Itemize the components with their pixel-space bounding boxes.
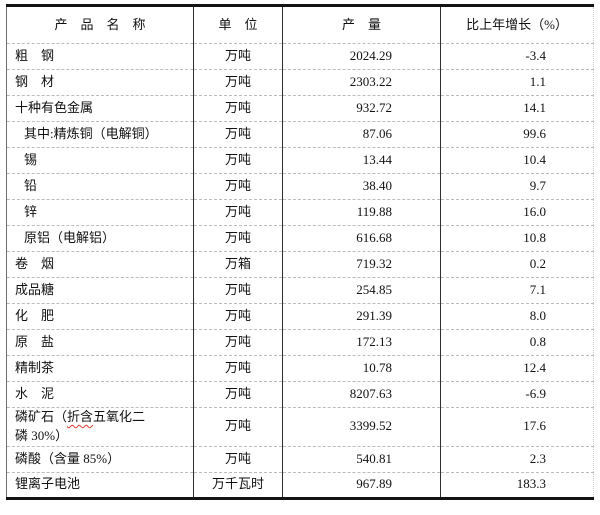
table-row: 十种有色金属 万吨 932.72 14.1 [6, 95, 594, 122]
unit-cell: 万吨 [193, 407, 283, 447]
growth-value-cell: 16.0 [440, 199, 594, 226]
output-value-cell: 10.78 [282, 355, 441, 382]
growth-value-cell: 2.3 [440, 446, 594, 473]
table-row: 锂离子电池 万千瓦时 967.89 183.3 [6, 472, 594, 499]
table-row: 化 肥 万吨 291.39 8.0 [6, 303, 594, 330]
unit-cell: 万吨 [193, 381, 283, 408]
output-value-cell: 967.89 [282, 472, 441, 499]
growth-value-cell: 7.1 [440, 277, 594, 304]
product-name-cell: 原 盐 [6, 329, 194, 356]
product-name-cell: 钢 材 [6, 69, 194, 96]
unit-cell: 万吨 [193, 95, 283, 122]
product-name-cell: 卷 烟 [6, 251, 194, 278]
growth-value-cell: 183.3 [516, 476, 546, 492]
table-row: 粗 钢 万吨 2024.29 -3.4 [6, 43, 594, 70]
unit-cell: 万吨 [193, 199, 283, 226]
unit-cell: 万吨 [193, 446, 283, 473]
product-name-cell: 原铝（电解铝） [6, 225, 194, 252]
unit-cell: 万箱 [193, 251, 283, 278]
output-value-cell: 254.85 [282, 277, 441, 304]
unit-cell: 万千瓦时 [193, 472, 283, 499]
growth-value-cell: -3.4 [440, 43, 594, 70]
table-row: 精制茶 万吨 10.78 12.4 [6, 355, 594, 382]
output-value-cell: 719.32 [282, 251, 441, 278]
growth-value-cell: 1.1 [440, 69, 594, 96]
output-value-cell: 38.40 [282, 173, 441, 200]
growth-value-cell: 0.8 [440, 329, 594, 356]
unit-cell: 万吨 [193, 121, 283, 148]
table-row: 钢 材 万吨 2303.22 1.1 [6, 69, 594, 96]
output-value-cell: 3399.52 [282, 407, 441, 447]
growth-value-cell: 9.7 [440, 173, 594, 200]
output-value-cell: 2024.29 [282, 43, 441, 70]
growth-value-cell: 10.8 [440, 225, 594, 252]
growth-value-cell: 17.6 [440, 407, 594, 447]
product-name-cell: 其中:精炼铜（电解铜） [6, 121, 194, 148]
table-row: 铅 万吨 38.40 9.7 [6, 173, 594, 200]
table-row: 磷矿石（折含五氧化二 磷 30%） 万吨 3399.52 17.6 [6, 407, 594, 447]
product-name-cell: 十种有色金属 [6, 95, 194, 122]
output-value-cell: 13.44 [282, 147, 441, 174]
unit-cell: 万吨 [193, 329, 283, 356]
output-value-cell: 616.68 [282, 225, 441, 252]
column-header-growth: 比上年增长（%） [440, 5, 594, 44]
product-name-cell: 粗 钢 [6, 43, 194, 70]
product-name-cell: 水 泥 [6, 381, 194, 408]
unit-cell: 万吨 [193, 43, 283, 70]
unit-cell: 万吨 [193, 355, 283, 382]
table-row: 磷酸（含量 85%） 万吨 540.81 2.3 [6, 446, 594, 473]
growth-value-cell: 10.4 [440, 147, 594, 174]
growth-value-cell: 0.2 [440, 251, 594, 278]
table-row: 原铝（电解铝） 万吨 616.68 10.8 [6, 225, 594, 252]
table-header-row: 产 品 名 称 单 位 产 量 比上年增长（%） [6, 5, 594, 44]
output-value-cell: 291.39 [282, 303, 441, 330]
unit-cell: 万吨 [193, 69, 283, 96]
growth-value-cell: 99.6 [440, 121, 594, 148]
unit-cell: 万吨 [193, 173, 283, 200]
output-value-cell: 2303.22 [282, 69, 441, 96]
growth-value-cell: -6.9 [440, 381, 594, 408]
growth-value-cell: 12.4 [440, 355, 594, 382]
table-row: 卷 烟 万箱 719.32 0.2 [6, 251, 594, 278]
column-header-output: 产 量 [282, 5, 441, 44]
unit-cell: 万吨 [193, 225, 283, 252]
product-name-cell: 磷酸（含量 85%） [6, 446, 194, 473]
product-name-cell: 锡 [6, 147, 194, 174]
product-name-cell: 成品糖 [6, 277, 194, 304]
unit-cell: 万吨 [193, 147, 283, 174]
product-name-cell: 精制茶 [6, 355, 194, 382]
spellcheck-underline: 折含 [67, 409, 94, 424]
output-value-cell: 540.81 [282, 446, 441, 473]
unit-cell: 万吨 [193, 277, 283, 304]
table-row: 锌 万吨 119.88 16.0 [6, 199, 594, 226]
product-name-cell: 磷矿石（折含五氧化二 磷 30%） [6, 407, 194, 447]
column-header-unit: 单 位 [193, 5, 283, 44]
output-value-cell: 119.88 [282, 199, 441, 226]
output-value-cell: 8207.63 [282, 381, 441, 408]
table-row: 原 盐 万吨 172.13 0.8 [6, 329, 594, 356]
table-row: 成品糖 万吨 254.85 7.1 [6, 277, 594, 304]
table-body: 粗 钢 万吨 2024.29 -3.4 钢 材 万吨 2303.22 1.1 十… [6, 43, 594, 499]
product-name-cell: 化 肥 [6, 303, 194, 330]
growth-value-cell: 8.0 [440, 303, 594, 330]
table-row: 锡 万吨 13.44 10.4 [6, 147, 594, 174]
output-value-cell: 932.72 [282, 95, 441, 122]
product-name-cell: 锂离子电池 [6, 472, 194, 499]
product-name-cell: 锌 [6, 199, 194, 226]
output-value-cell: 172.13 [282, 329, 441, 356]
unit-cell: 万吨 [193, 303, 283, 330]
product-name-cell: 铅 [6, 173, 194, 200]
table-row: 水 泥 万吨 8207.63 -6.9 [6, 381, 594, 408]
output-value-cell: 87.06 [282, 121, 441, 148]
table-row: 其中:精炼铜（电解铜） 万吨 87.06 99.6 [6, 121, 594, 148]
production-table: 产 品 名 称 单 位 产 量 比上年增长（%） 粗 钢 万吨 2024.29 … [6, 4, 594, 500]
column-header-product-name: 产 品 名 称 [6, 5, 194, 44]
growth-value-cell: 14.1 [440, 95, 594, 122]
